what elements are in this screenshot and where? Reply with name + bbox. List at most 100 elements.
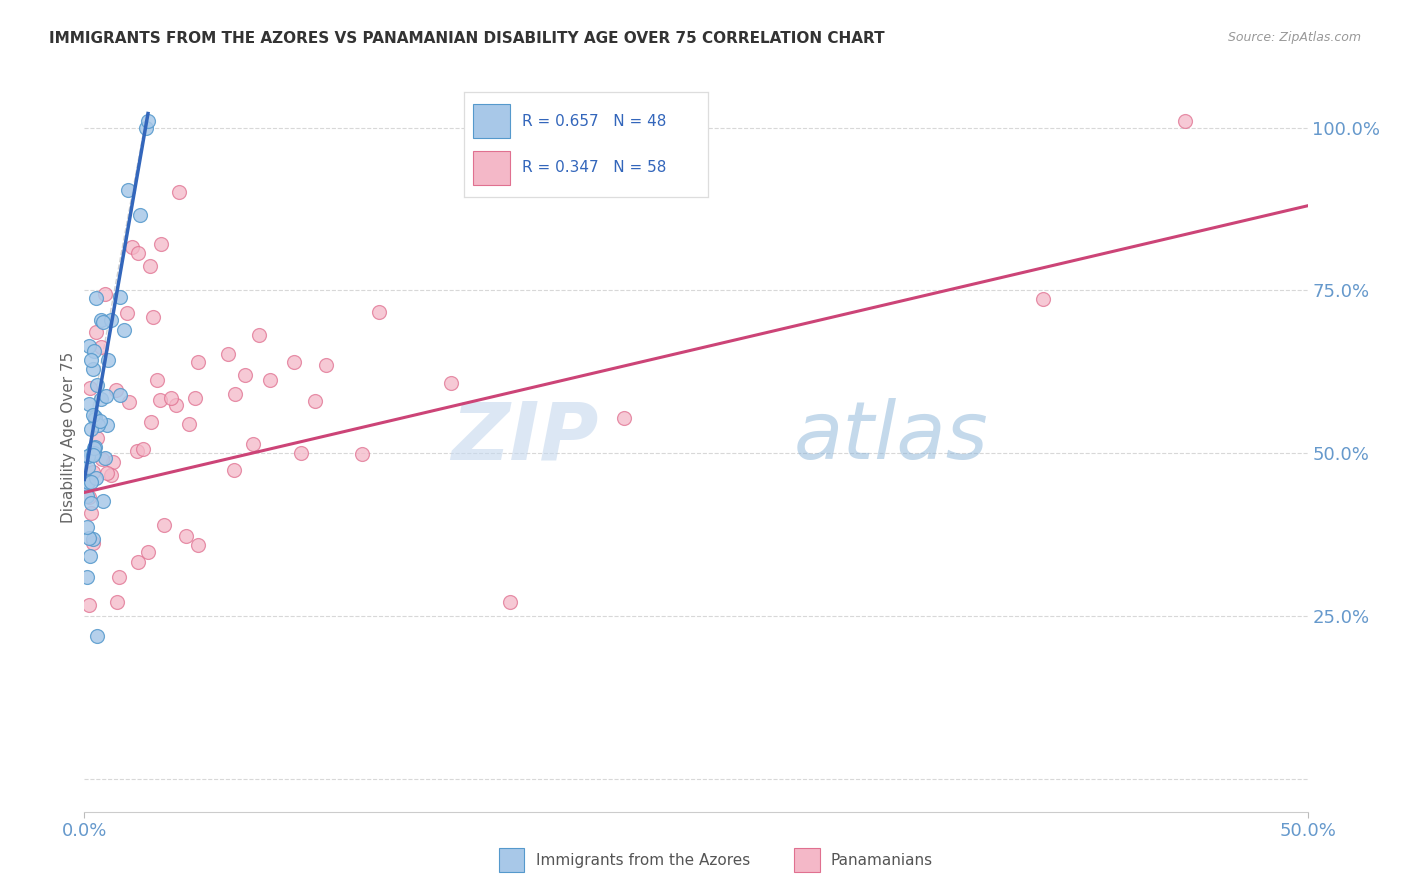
Point xyxy=(146,374,169,388)
Point xyxy=(83,343,105,358)
Point xyxy=(84,291,107,305)
Point xyxy=(77,397,100,411)
Point xyxy=(80,506,103,520)
Point xyxy=(79,549,101,563)
Point xyxy=(160,391,183,405)
Point xyxy=(129,208,152,222)
Point xyxy=(90,313,112,327)
Point xyxy=(79,381,101,395)
Point xyxy=(167,185,190,199)
Point xyxy=(242,437,264,451)
Point xyxy=(82,466,104,480)
Point xyxy=(76,520,98,534)
Point xyxy=(83,410,105,425)
Point xyxy=(83,441,105,455)
Point xyxy=(139,415,162,429)
Point xyxy=(112,323,135,337)
Point xyxy=(86,431,108,445)
Point xyxy=(96,467,118,481)
Point xyxy=(94,389,117,403)
Text: Source: ZipAtlas.com: Source: ZipAtlas.com xyxy=(1227,31,1361,45)
Point xyxy=(247,327,270,342)
Text: Immigrants from the Azores: Immigrants from the Azores xyxy=(536,853,749,868)
Point xyxy=(96,418,118,433)
Point xyxy=(97,352,120,367)
Point xyxy=(135,120,157,135)
Point xyxy=(77,598,100,612)
Point xyxy=(91,493,114,508)
Point xyxy=(77,491,100,505)
Point xyxy=(108,290,131,304)
Point xyxy=(127,555,149,569)
Point xyxy=(187,355,209,369)
Point xyxy=(149,393,172,408)
Point xyxy=(77,459,100,474)
Point xyxy=(259,374,281,388)
Point xyxy=(139,259,162,273)
Point xyxy=(90,392,112,407)
Point xyxy=(350,447,373,461)
Point xyxy=(136,545,159,559)
Y-axis label: Disability Age Over 75: Disability Age Over 75 xyxy=(60,351,76,523)
Point xyxy=(105,595,128,609)
Point xyxy=(90,452,112,467)
Point xyxy=(82,533,104,547)
Point xyxy=(224,463,246,477)
Point xyxy=(117,183,139,197)
Point xyxy=(315,358,337,372)
Point xyxy=(177,417,200,431)
Point xyxy=(187,538,209,552)
Point xyxy=(108,388,131,402)
Point xyxy=(121,239,143,253)
Point xyxy=(142,310,165,324)
Point xyxy=(283,355,305,369)
Point xyxy=(89,414,111,428)
Point xyxy=(108,570,131,584)
Point xyxy=(1032,292,1054,306)
Point xyxy=(86,378,108,392)
Point xyxy=(304,394,326,409)
Text: Panamanians: Panamanians xyxy=(831,853,934,868)
Point xyxy=(80,421,103,435)
Point xyxy=(80,496,103,510)
Point xyxy=(86,629,108,643)
Point xyxy=(612,411,634,425)
Point xyxy=(440,376,463,390)
Point xyxy=(290,445,312,459)
Point xyxy=(136,114,159,128)
Point xyxy=(90,340,112,354)
Point xyxy=(125,443,148,458)
Point xyxy=(80,447,103,461)
Point xyxy=(79,532,101,546)
Point xyxy=(217,347,239,361)
Point xyxy=(83,412,105,426)
Point xyxy=(499,595,522,609)
Point xyxy=(165,398,187,412)
Point xyxy=(76,476,98,491)
Text: atlas: atlas xyxy=(794,398,988,476)
Point xyxy=(184,392,207,406)
Text: IMMIGRANTS FROM THE AZORES VS PANAMANIAN DISABILITY AGE OVER 75 CORRELATION CHAR: IMMIGRANTS FROM THE AZORES VS PANAMANIAN… xyxy=(49,31,884,46)
Point xyxy=(233,368,256,383)
Point xyxy=(87,417,110,432)
Point xyxy=(76,449,98,463)
Point xyxy=(132,442,155,456)
Point xyxy=(84,441,107,455)
Point xyxy=(105,384,128,398)
Point xyxy=(368,304,391,318)
Point xyxy=(76,489,98,503)
Point xyxy=(103,455,125,469)
Point xyxy=(82,362,104,376)
Point xyxy=(83,446,105,460)
Point xyxy=(93,450,115,465)
Point xyxy=(84,471,107,485)
Point xyxy=(82,448,104,462)
Point xyxy=(224,386,246,401)
Point xyxy=(80,475,103,489)
Point xyxy=(94,286,117,301)
Point xyxy=(82,408,104,422)
Point xyxy=(174,529,197,543)
Point xyxy=(82,535,104,549)
Point xyxy=(86,325,108,339)
Text: ZIP: ZIP xyxy=(451,398,598,476)
